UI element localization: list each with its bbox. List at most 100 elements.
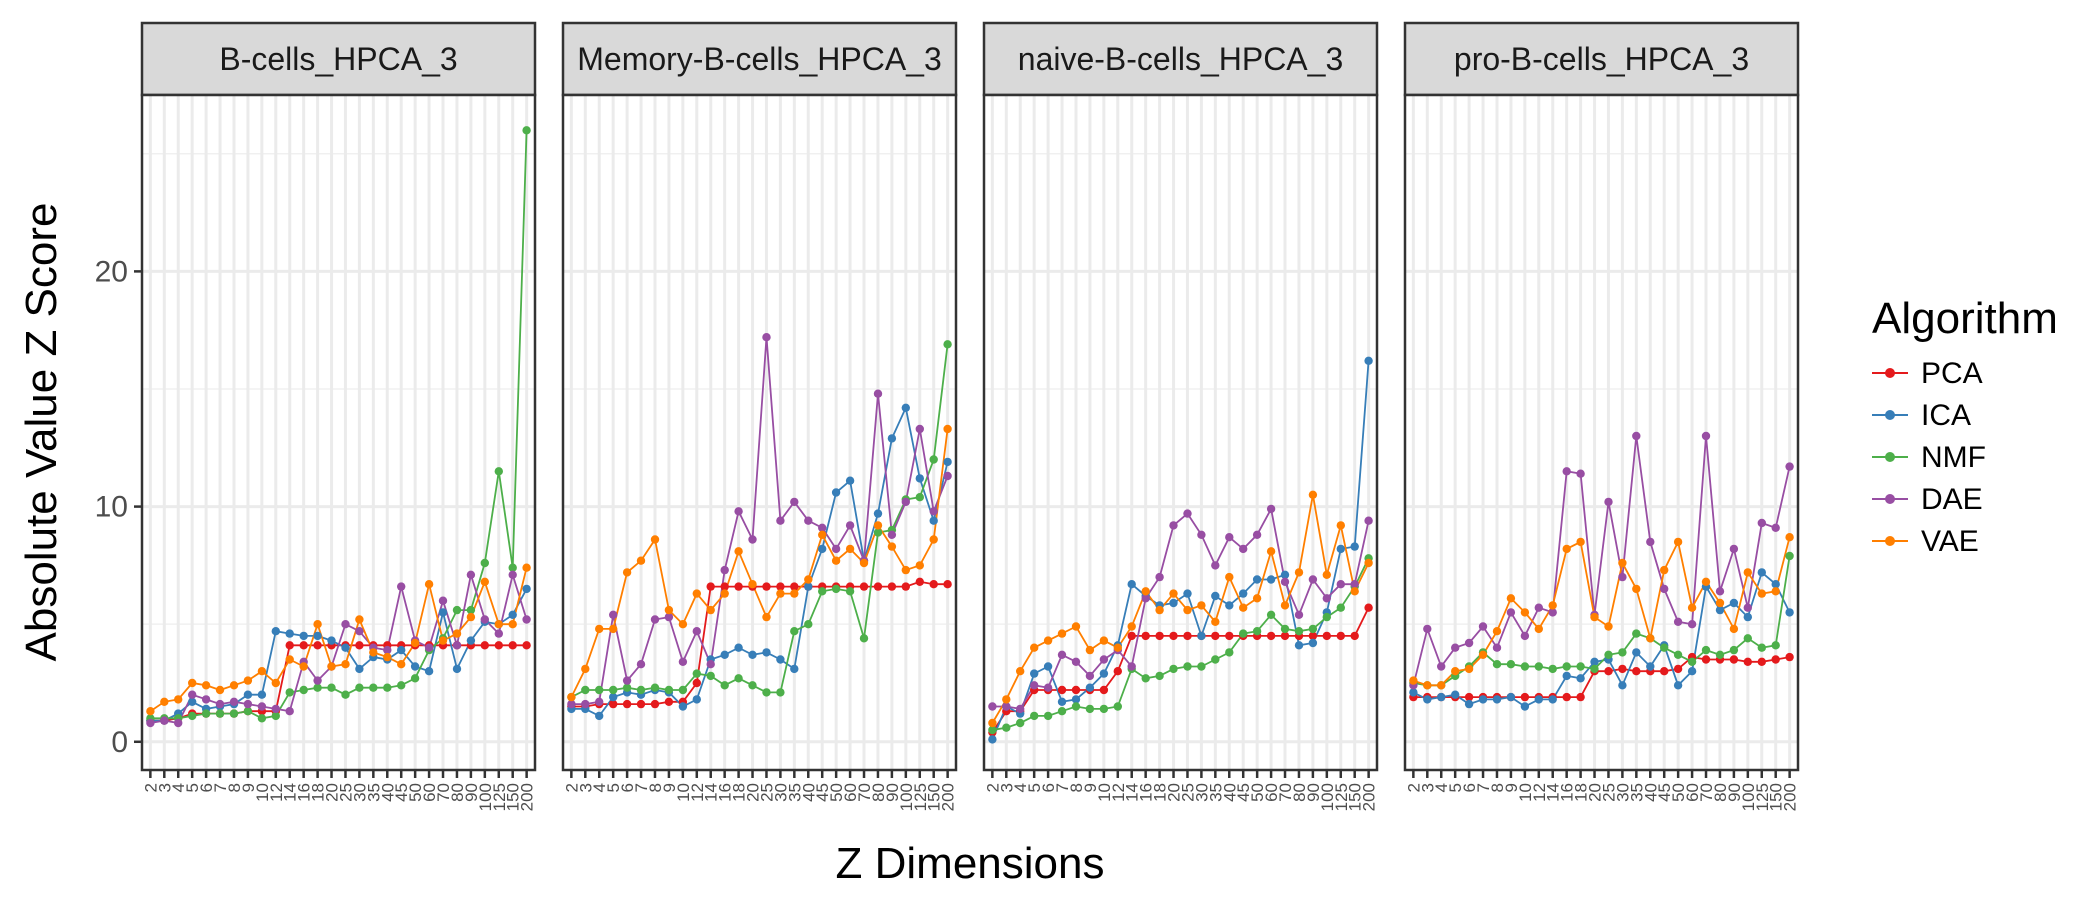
data-point-nmf bbox=[1099, 704, 1109, 714]
data-point-vae bbox=[1785, 533, 1794, 542]
data-point-pca bbox=[508, 641, 517, 650]
series-line-dae bbox=[992, 506, 1370, 710]
data-point-nmf bbox=[257, 714, 267, 723]
x-tick-label: 125 bbox=[911, 783, 930, 811]
x-tick-label: 90 bbox=[883, 783, 902, 802]
x-tick-label: 10 bbox=[253, 783, 272, 802]
data-point-vae bbox=[466, 612, 476, 622]
x-tick-label: 35 bbox=[364, 783, 383, 802]
series-line-ica bbox=[991, 360, 1370, 740]
data-point-pca bbox=[1364, 603, 1373, 612]
data-point-pca bbox=[762, 582, 771, 591]
panel-border bbox=[140, 93, 537, 772]
data-point-pca bbox=[943, 580, 952, 589]
data-point-pca bbox=[692, 678, 701, 688]
data-point-dae bbox=[915, 424, 924, 434]
data-point-ica bbox=[410, 662, 420, 671]
data-point-vae bbox=[748, 580, 757, 589]
data-point-vae bbox=[664, 605, 674, 615]
data-point-nmf bbox=[1294, 627, 1304, 636]
data-point-nmf bbox=[636, 685, 646, 695]
data-point-ica bbox=[1534, 695, 1544, 704]
data-point-vae bbox=[1294, 568, 1304, 577]
data-point-dae bbox=[1492, 643, 1502, 652]
legend-item-nmf: NMF bbox=[1872, 441, 1986, 474]
data-point-dae bbox=[720, 565, 729, 575]
series-line-dae bbox=[150, 571, 528, 725]
data-point-pca bbox=[1576, 692, 1585, 702]
data-point-dae bbox=[1127, 662, 1136, 671]
data-point-nmf bbox=[734, 674, 743, 683]
x-axis-title: Z Dimensions bbox=[836, 839, 1105, 888]
x-tick-label: 12 bbox=[267, 783, 286, 802]
x-tick-label: 80 bbox=[869, 783, 888, 802]
data-point-dae bbox=[271, 704, 280, 714]
data-point-dae bbox=[1687, 620, 1697, 629]
data-point-ica bbox=[257, 690, 267, 699]
data-point-vae bbox=[174, 695, 183, 704]
data-point-vae bbox=[215, 685, 225, 695]
series-line-ica bbox=[571, 404, 949, 718]
data-point-vae bbox=[452, 629, 462, 638]
data-point-nmf bbox=[299, 685, 308, 695]
data-point-pca bbox=[1660, 667, 1669, 676]
data-point-pca bbox=[1113, 667, 1123, 676]
facet-strip-title: Memory-B-cells_HPCA_3 bbox=[577, 41, 942, 77]
data-point-nmf bbox=[243, 707, 253, 716]
x-tick-label: 2 bbox=[562, 783, 581, 792]
data-point-ica bbox=[720, 650, 729, 659]
data-point-ica bbox=[508, 610, 517, 619]
data-point-dae bbox=[748, 535, 757, 544]
data-point-nmf bbox=[201, 709, 211, 718]
data-point-nmf bbox=[845, 587, 855, 596]
data-point-nmf bbox=[692, 669, 701, 678]
x-tick-label: 70 bbox=[1276, 783, 1295, 802]
data-point-dae bbox=[1364, 516, 1373, 525]
data-point-vae bbox=[1520, 608, 1530, 617]
data-point-ica bbox=[692, 695, 701, 704]
data-point-vae bbox=[1364, 558, 1373, 568]
data-point-ica bbox=[1127, 580, 1136, 589]
data-point-dae bbox=[790, 497, 799, 507]
data-point-ica bbox=[1562, 671, 1571, 681]
x-tick-label: 14 bbox=[1544, 783, 1563, 802]
legend-label: ICA bbox=[1921, 399, 1971, 432]
data-point-vae bbox=[595, 624, 604, 634]
data-point-ica bbox=[1464, 699, 1474, 709]
data-point-ica bbox=[1211, 591, 1220, 601]
y-axis-title: Absolute Value Z Score bbox=[17, 203, 66, 662]
x-tick-label: 125 bbox=[1753, 783, 1772, 811]
data-point-ica bbox=[1687, 667, 1697, 676]
data-point-vae bbox=[1687, 603, 1697, 612]
x-tick-label: 3 bbox=[155, 783, 174, 792]
x-tick-label: 5 bbox=[1446, 783, 1465, 792]
data-point-nmf bbox=[664, 685, 674, 695]
x-tick-label: 9 bbox=[1502, 783, 1521, 792]
x-tick-label: 20 bbox=[744, 783, 763, 802]
data-point-nmf bbox=[831, 584, 841, 594]
legend-items: PCA ICA NMF DAE VAE bbox=[1872, 357, 1986, 558]
data-point-ica bbox=[988, 735, 997, 744]
data-point-dae bbox=[522, 615, 531, 624]
data-point-ica bbox=[1576, 674, 1585, 683]
data-point-ica bbox=[1239, 589, 1248, 598]
data-point-dae bbox=[1197, 530, 1206, 539]
data-point-ica bbox=[1071, 695, 1081, 704]
data-point-nmf bbox=[1336, 603, 1346, 612]
x-tick-label: 200 bbox=[518, 783, 537, 811]
data-point-dae bbox=[1239, 544, 1248, 554]
data-point-pca bbox=[636, 699, 646, 709]
data-point-pca bbox=[1071, 685, 1081, 695]
x-tick-label: 80 bbox=[1290, 783, 1309, 802]
data-point-nmf bbox=[1225, 648, 1234, 657]
data-point-nmf bbox=[1492, 660, 1502, 669]
data-point-ica bbox=[831, 488, 841, 497]
data-point-pca bbox=[1520, 692, 1530, 702]
x-tick-label: 7 bbox=[1053, 783, 1072, 792]
x-tick-label: 50 bbox=[827, 783, 846, 802]
data-point-ica bbox=[734, 643, 743, 652]
data-point-pca bbox=[1604, 667, 1613, 676]
data-point-dae bbox=[1141, 594, 1150, 603]
x-tick-label: 25 bbox=[337, 783, 356, 802]
data-point-ica bbox=[1506, 692, 1516, 702]
